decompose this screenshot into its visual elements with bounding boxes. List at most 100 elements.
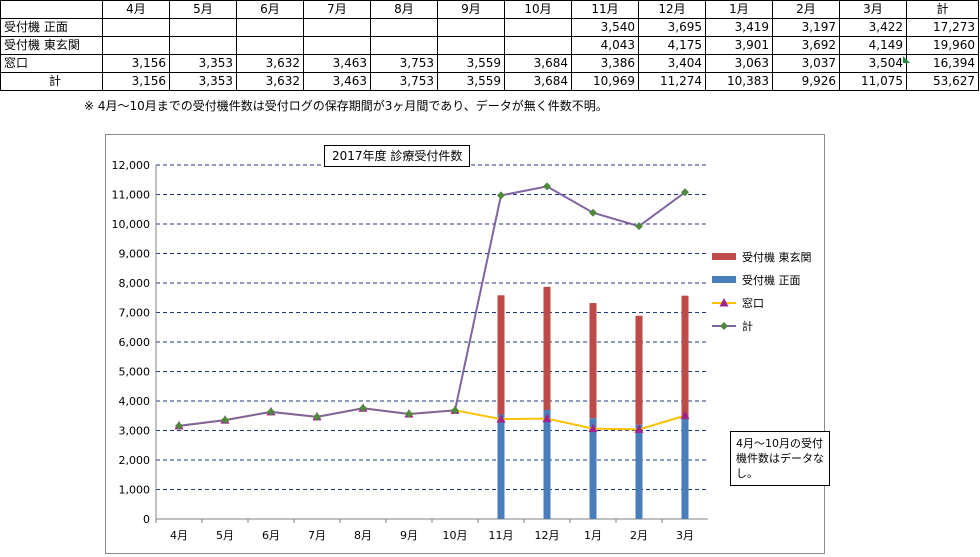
- table-cell: [370, 36, 438, 55]
- table-cell: [437, 36, 505, 55]
- legend-label: 受付機 正面: [742, 273, 801, 287]
- bar-segment: [635, 315, 643, 425]
- table-cell: 3,753: [370, 72, 438, 91]
- cell-error-indicator: [903, 56, 910, 63]
- x-tick-label: 3月: [676, 529, 694, 542]
- legend-swatch: [712, 253, 736, 260]
- data-point: [175, 421, 183, 430]
- table-cell: 4,175: [638, 36, 706, 55]
- month-header: 10月: [504, 0, 572, 19]
- table-cell: 10,383: [705, 72, 773, 91]
- table-cell: [236, 36, 304, 55]
- bar-segment: [497, 414, 505, 519]
- table-row: 受付機 正面 3,540 3,695 3,419 3,197 3,422 17,273: [0, 18, 979, 37]
- chart-annotation: 4月～10月の受付機件数はデータなし。: [730, 431, 830, 486]
- table-cell: 3,753: [370, 54, 438, 73]
- x-tick-label: 9月: [400, 529, 418, 542]
- y-tick-label: 8,000: [119, 277, 151, 290]
- table-cell: 3,463: [303, 72, 371, 91]
- table-cell: 3,559: [437, 72, 505, 91]
- month-header: 9月: [437, 0, 505, 19]
- table-cell: [303, 18, 371, 37]
- table-cell: [236, 18, 304, 37]
- table-cell: 4,149: [839, 36, 907, 55]
- month-header: 11月: [571, 0, 639, 19]
- y-tick-label: 2,000: [119, 454, 151, 467]
- x-tick-label: 7月: [308, 529, 326, 542]
- table-cell: 3,197: [772, 18, 840, 37]
- table-cell: 3,559: [437, 54, 505, 73]
- month-header: 3月: [839, 0, 907, 19]
- x-tick-label: 10月: [443, 529, 468, 542]
- month-header: 12月: [638, 0, 706, 19]
- row-total-cell: 19,960: [906, 36, 979, 55]
- y-tick-label: 1,000: [119, 484, 151, 497]
- data-point: [496, 414, 506, 423]
- legend-swatch: [712, 276, 736, 283]
- row-label: 受付機 正面: [0, 18, 103, 37]
- data-point: [589, 208, 597, 217]
- x-tick-label: 4月: [170, 529, 188, 542]
- month-header: 2月: [772, 0, 840, 19]
- table-header-row: 4月 5月 6月 7月 8月 9月 10月 11月 12月 1月 2月 3月 計: [0, 0, 979, 19]
- table-row: 受付機 東玄関 4,043 4,175 3,901 3,692 4,149 19,960: [0, 36, 979, 55]
- data-point: [221, 416, 229, 425]
- legend-label: 窓口: [742, 296, 764, 310]
- x-tick-label: 12月: [535, 529, 560, 542]
- row-label: 受付機 東玄関: [0, 36, 103, 55]
- month-header: 1月: [705, 0, 773, 19]
- y-tick-label: 5,000: [119, 366, 151, 379]
- series-line: [178, 185, 686, 427]
- data-point: [267, 407, 275, 416]
- table-cell: 3,063: [705, 54, 773, 73]
- data-point: [588, 423, 598, 433]
- table-cell: [504, 18, 572, 37]
- x-tick-label: 11月: [489, 529, 514, 542]
- data-point: [405, 410, 413, 419]
- data-point: [634, 424, 644, 433]
- table-cell: 3,422: [839, 18, 907, 37]
- table-cell: 3,386: [571, 54, 639, 73]
- table-cell: 11,075: [839, 72, 907, 91]
- bar-segment: [497, 295, 505, 415]
- month-header: 5月: [169, 0, 237, 19]
- data-point: [635, 222, 643, 231]
- row-label: 計: [0, 72, 103, 91]
- table-cell: 3,684: [504, 72, 572, 91]
- data-point: [497, 191, 505, 200]
- y-tick-label: 7,000: [119, 307, 151, 320]
- table-cell: 3,632: [236, 72, 304, 91]
- data-point: [680, 410, 690, 420]
- table-cell: [303, 36, 371, 55]
- x-tick-label: 2月: [630, 529, 648, 542]
- table-cell: 11,274: [638, 72, 706, 91]
- legend-marker: [720, 322, 728, 330]
- table-cell: 3,684: [504, 54, 572, 73]
- chart-svg: 0 1,000 2,000 3,000 4,000 5,000 6,000 7,000 8,00…: [112, 159, 812, 542]
- y-tick-label: 6,000: [119, 336, 151, 349]
- table-cell: 3,504: [839, 54, 907, 73]
- data-point: [681, 188, 689, 197]
- table-cell: 3,632: [236, 54, 304, 73]
- bar-segment: [681, 418, 689, 519]
- chart-area: 0 1,000 2,000 3,000 4,000 5,000 6,000 7,000 8,00…: [105, 134, 830, 554]
- chart-title: 2017年度 診療受付件数: [324, 145, 471, 167]
- data-point: [543, 182, 551, 191]
- table-cell: [370, 18, 438, 37]
- table-cell: [102, 18, 170, 37]
- legend-label: 計: [742, 319, 753, 333]
- table-cell: 3,463: [303, 54, 371, 73]
- total-header: 計: [906, 0, 979, 19]
- table-cell: 3,404: [638, 54, 706, 73]
- table-cell: [437, 18, 505, 37]
- bar-segment: [543, 409, 551, 519]
- legend-label: 受付機 東玄関: [742, 250, 812, 264]
- table-cell: 3,692: [772, 36, 840, 55]
- table-cell: 3,901: [705, 36, 773, 55]
- x-tick-label: 5月: [216, 529, 234, 542]
- table-cell: 3,156: [102, 72, 170, 91]
- table-cell: 3,037: [772, 54, 840, 73]
- month-header: 8月: [370, 0, 438, 19]
- table-row: 窓口 3,156 3,353 3,632 3,463 3,753 3,559 3,684 3,3…: [0, 54, 979, 73]
- row-total-cell: 16,394: [906, 54, 979, 73]
